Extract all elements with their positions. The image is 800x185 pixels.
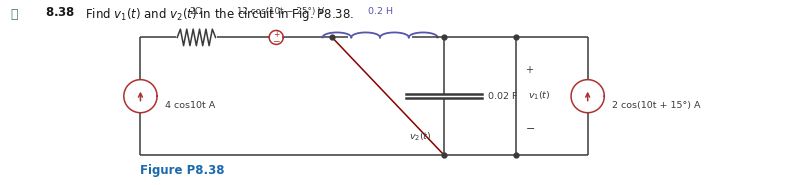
Text: Figure P8.38: Figure P8.38 (141, 164, 225, 177)
Text: Find $v_1(t)$ and $v_2(t)$ in the circuit in Fig. P8.38.: Find $v_1(t)$ and $v_2(t)$ in the circui… (85, 6, 354, 23)
Text: 12 cos(10t − 25°) V: 12 cos(10t − 25°) V (237, 7, 324, 16)
Text: 📖: 📖 (10, 8, 18, 21)
Text: 2 cos(10t + 15°) A: 2 cos(10t + 15°) A (612, 101, 701, 110)
Text: 4 cos10t A: 4 cos10t A (165, 101, 215, 110)
Text: 0.02 F: 0.02 F (488, 92, 518, 101)
Text: −: − (273, 36, 280, 45)
Text: +: + (273, 31, 279, 39)
Text: $v_2(t)$: $v_2(t)$ (409, 130, 431, 143)
Text: −: − (526, 124, 534, 134)
Text: 2Ω: 2Ω (190, 7, 203, 16)
Text: +: + (526, 65, 534, 75)
Text: 0.2 H: 0.2 H (367, 7, 393, 16)
Text: $v_1(t)$: $v_1(t)$ (528, 90, 550, 102)
Text: $\mathbf{8.38}$: $\mathbf{8.38}$ (45, 6, 75, 19)
